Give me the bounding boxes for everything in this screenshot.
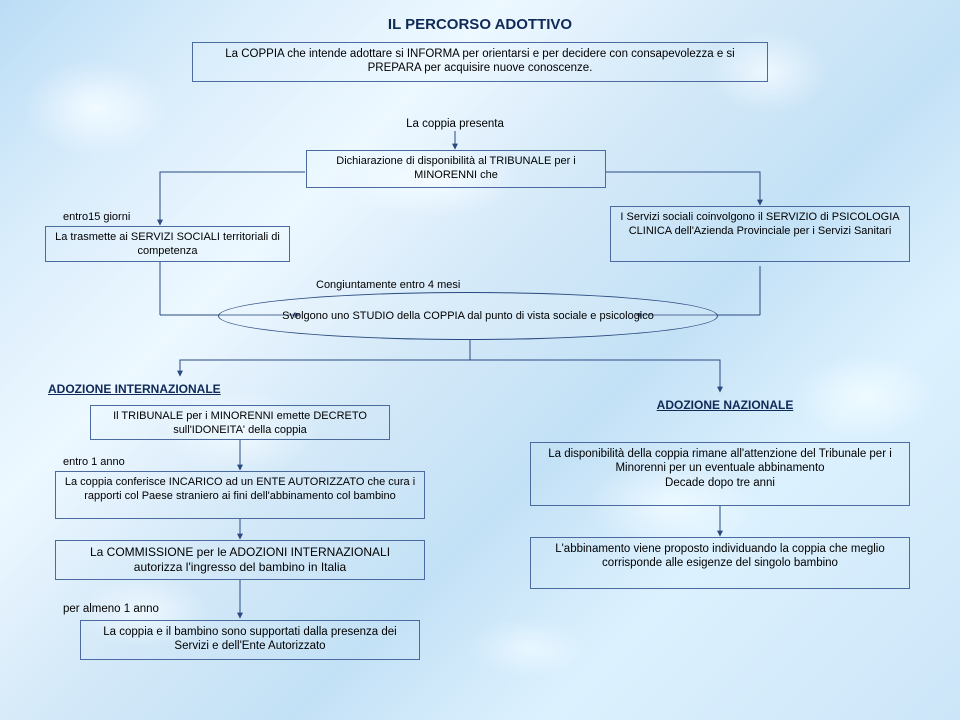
page-title: IL PERCORSO ADOTTIVO — [300, 12, 660, 39]
incarico-box: La coppia conferisce INCARICO ad un ENTE… — [55, 471, 425, 519]
peralmeno-label: per almeno 1 anno — [55, 598, 205, 620]
supportati-box: La coppia e il bambino sono supportati d… — [80, 620, 420, 660]
studio-text: Svolgono uno STUDIO della COPPIA dal pun… — [282, 310, 654, 322]
studio-ellipse: Svolgono uno STUDIO della COPPIA dal pun… — [218, 292, 718, 340]
presenta-label: La coppia presenta — [375, 113, 535, 135]
naz-title: ADOZIONE NAZIONALE — [600, 394, 850, 417]
decreto-box: Il TRIBUNALE per i MINORENNI emette DECR… — [90, 405, 390, 440]
disponib-box: La disponibilità della coppia rimane all… — [530, 442, 910, 506]
intro-box: La COPPIA che intende adottare si INFORM… — [192, 42, 768, 82]
dichiarazione-box: Dichiarazione di disponibilità al TRIBUN… — [306, 150, 606, 188]
trasmette-box: La trasmette ai SERVIZI SOCIALI territor… — [45, 226, 290, 262]
commissione-box: La COMMISSIONE per le ADOZIONI INTERNAZI… — [55, 540, 425, 580]
abbinamento-box: L'abbinamento viene proposto individuand… — [530, 537, 910, 589]
servizi-box: I Servizi sociali coinvolgono il SERVIZI… — [610, 206, 910, 262]
intl-title: ADOZIONE INTERNAZIONALE — [40, 378, 290, 401]
